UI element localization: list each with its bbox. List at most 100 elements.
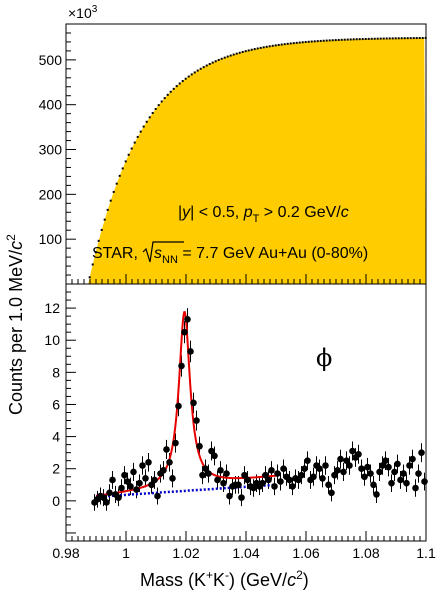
bottom-data-point [238, 494, 245, 501]
top-data-point [235, 52, 238, 55]
top-data-point [223, 56, 226, 59]
top-data-point [214, 60, 217, 63]
top-data-point [409, 37, 412, 40]
top-data-point [313, 40, 316, 43]
y-multiplier: ×103 [68, 4, 98, 21]
top-data-point [295, 41, 298, 44]
experiment-text-star: STAR, [92, 245, 138, 262]
bottom-data-point [133, 486, 140, 493]
top-data-point [286, 42, 289, 45]
bottom-data-point [199, 471, 206, 479]
bottom-data-point [205, 470, 212, 477]
bottom-data-point [262, 471, 269, 479]
bottom-data-point [226, 492, 233, 500]
top-data-point [187, 75, 190, 78]
top-data-point [316, 40, 319, 43]
top-data-point [145, 120, 148, 123]
top-data-point [160, 100, 163, 103]
top-data-point [373, 37, 376, 40]
top-data-point [256, 47, 259, 50]
sqrt-symbol [142, 241, 184, 263]
top-data-point [115, 182, 118, 185]
bottom-data-point [106, 489, 113, 497]
bottom-data-point [370, 481, 377, 489]
bottom-data-point [250, 484, 257, 492]
top-data-point [403, 37, 406, 40]
top-data-point [136, 135, 139, 138]
bottom-data-point [214, 476, 221, 484]
bottom-data-point [316, 465, 323, 473]
top-data-point [244, 50, 247, 53]
bottom-data-point [103, 499, 110, 506]
top-data-point [388, 37, 391, 40]
top-data-point [190, 73, 193, 76]
bottom-data-point [406, 462, 413, 469]
bottom-data-point [127, 483, 134, 490]
x-axis-title-e: ) (GeV/ [229, 570, 287, 590]
bottom-data-point [202, 465, 209, 473]
top-data-point [301, 41, 304, 44]
top-data-point [298, 41, 301, 44]
top-data-point [241, 50, 244, 53]
top-data-point [127, 153, 130, 156]
bottom-data-point [244, 476, 251, 484]
y-axis-title-c: c [6, 241, 26, 250]
top-data-point [100, 228, 103, 231]
bottom-data-point [118, 484, 125, 492]
bottom-data-point [325, 481, 332, 489]
y-multiplier-exp: 3 [92, 4, 98, 15]
x-axis-title-plus: + [206, 568, 213, 582]
y-multiplier-base: ×10 [68, 5, 92, 21]
top-data-point [91, 263, 94, 266]
bottom-data-point [136, 479, 143, 487]
top-y-tick-label: 300 [39, 142, 63, 158]
bottom-data-point [337, 455, 344, 463]
top-data-point [151, 112, 154, 115]
bottom-data-point [298, 471, 305, 479]
bottom-data-point [181, 328, 188, 336]
bottom-data-point [412, 484, 419, 492]
bottom-data-point [148, 481, 155, 489]
top-data-point [259, 46, 262, 49]
bottom-data-point [190, 399, 197, 407]
top-y-tick-label: 100 [39, 231, 63, 247]
top-data-point [217, 58, 220, 61]
bottom-data-point [367, 470, 374, 477]
top-data-point [148, 116, 151, 119]
x-tick-label: 1.04 [232, 545, 259, 561]
bottom-data-point [223, 470, 230, 477]
top-data-point [154, 107, 157, 110]
top-data-point [370, 37, 373, 40]
top-data-point [139, 130, 142, 133]
top-data-point [406, 37, 409, 40]
bottom-data-point [349, 447, 356, 455]
top-data-point [268, 45, 271, 48]
top-data-point [391, 37, 394, 40]
bottom-data-point [142, 475, 149, 482]
sqrt-s-sub: NN [162, 254, 178, 266]
bottom-data-point [415, 470, 422, 477]
bottom-y-tick-label: 12 [44, 300, 60, 316]
bottom-data-point [217, 467, 224, 474]
top-data-point [262, 46, 265, 49]
bottom-data-point [139, 462, 146, 469]
bottom-data-point [163, 446, 170, 453]
top-data-point [310, 40, 313, 43]
top-data-point [250, 48, 253, 51]
top-data-point [172, 87, 175, 90]
bottom-data-point [295, 476, 302, 484]
bottom-data-point [121, 471, 128, 479]
top-panel-ticks: 100 200 300 400 500 [39, 32, 427, 284]
top-y-tick-label: 400 [39, 97, 63, 113]
x-axis-title-minus: - [225, 568, 229, 582]
top-data-point [121, 167, 124, 170]
x-axis-title-h: ) [303, 570, 309, 590]
top-data-point [133, 141, 136, 144]
bottom-y-tick-label: 2 [52, 461, 60, 477]
bottom-data-point [151, 476, 158, 484]
top-data-point [343, 38, 346, 41]
top-data-point [199, 67, 202, 70]
bottom-data-point [286, 476, 293, 484]
top-data-point [184, 77, 187, 80]
top-data-point [277, 43, 280, 46]
